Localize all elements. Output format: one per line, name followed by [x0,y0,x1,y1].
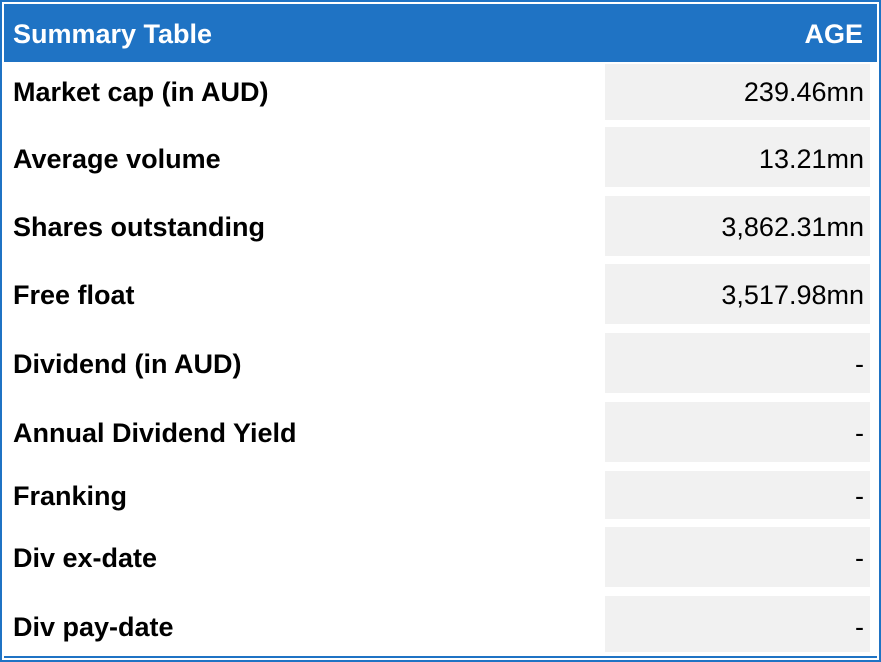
table-row: Average volume 13.21mn [4,127,877,187]
value-cell: - [605,527,870,587]
table-row: Annual Dividend Yield - [4,402,877,462]
table-row: Shares outstanding 3,862.31mn [4,196,877,256]
row-value: 13.21mn [758,144,864,174]
row-label: Market cap (in AUD) [13,77,269,107]
row-value: 3,862.31mn [721,212,864,242]
row-value: - [855,481,864,511]
table-row: Franking - [4,471,877,519]
row-label: Div pay-date [13,612,174,642]
row-label: Franking [13,481,128,511]
table-row: Div ex-date - [4,527,877,587]
value-cell: 3,862.31mn [605,196,870,256]
value-cell: 239.46mn [605,64,870,120]
row-label: Annual Dividend Yield [13,418,297,448]
row-value: - [855,543,864,573]
value-cell: - [605,402,870,462]
row-value: 239.46mn [743,77,864,107]
row-label: Free float [13,280,135,310]
table-row: Dividend (in AUD) - [4,333,877,393]
row-label: Div ex-date [13,543,158,573]
table-row: Free float 3,517.98mn [4,264,877,324]
value-cell: - [605,471,870,519]
row-label: Shares outstanding [13,212,266,242]
row-value: - [855,612,864,642]
value-cell: 13.21mn [605,127,870,187]
bottom-border [4,656,877,658]
row-label: Dividend (in AUD) [13,349,242,379]
row-label: Average volume [13,144,221,174]
value-cell: - [605,333,870,393]
row-value: 3,517.98mn [721,280,864,310]
table-row: Market cap (in AUD) 239.46mn [4,64,877,122]
value-cell: - [605,596,870,652]
table-title: Summary Table [13,19,213,49]
row-value: - [855,349,864,379]
column-header-age: AGE [804,19,863,49]
row-value: - [855,418,864,448]
value-cell: 3,517.98mn [605,264,870,324]
table-row: Div pay-date - [4,596,877,652]
table-header: Summary Table AGE [4,4,877,62]
